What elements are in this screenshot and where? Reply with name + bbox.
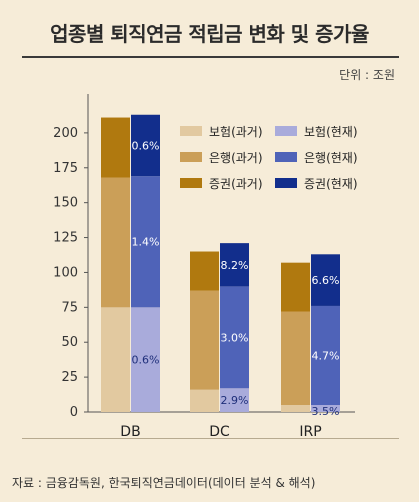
data-label: 0.6% bbox=[132, 139, 160, 152]
x-tick-label: DC bbox=[209, 424, 230, 440]
legend-label: 은행(과거) bbox=[209, 150, 263, 165]
legend-label: 보험(현재) bbox=[304, 125, 358, 139]
bar-segment bbox=[281, 405, 310, 412]
data-label: 3.0% bbox=[221, 331, 249, 344]
legend-label: 증권(현재) bbox=[304, 177, 358, 191]
bar-segment bbox=[281, 311, 310, 406]
chart-title: 업종별 퇴직연금 적립금 변화 및 증가율 bbox=[50, 22, 369, 46]
x-tick-label: DB bbox=[120, 424, 140, 440]
data-label: 3.5% bbox=[312, 405, 340, 418]
y-tick-label: 175 bbox=[53, 161, 78, 176]
bar-segment bbox=[220, 286, 249, 389]
y-tick-label: 25 bbox=[61, 370, 78, 385]
bar-segment bbox=[220, 388, 249, 412]
title-divider bbox=[22, 56, 399, 58]
y-tick-label: 125 bbox=[53, 231, 78, 246]
legend-swatch bbox=[180, 178, 202, 188]
y-tick-label: 200 bbox=[53, 126, 78, 141]
bar-segment bbox=[220, 243, 249, 287]
data-label: 8.2% bbox=[221, 259, 249, 272]
y-tick-label: 150 bbox=[53, 196, 78, 211]
y-tick-label: 50 bbox=[61, 335, 78, 350]
bar-segment bbox=[311, 254, 340, 306]
data-label: 4.7% bbox=[312, 349, 340, 362]
bar-segment bbox=[190, 290, 219, 390]
bar-segment bbox=[101, 177, 130, 308]
bar-segment bbox=[101, 117, 130, 178]
x-tick-label: IRP bbox=[299, 424, 321, 440]
bar-segment bbox=[131, 114, 160, 177]
legend-label: 증권(과거) bbox=[209, 177, 263, 191]
bar-segment bbox=[311, 305, 340, 406]
bar-segment bbox=[190, 251, 219, 291]
y-tick-label: 100 bbox=[53, 265, 78, 280]
legend-swatch bbox=[275, 152, 297, 162]
unit-label: 단위 : 조원 bbox=[339, 68, 395, 82]
data-label: 6.6% bbox=[312, 274, 340, 287]
legend-swatch bbox=[275, 178, 297, 188]
bar-segment bbox=[131, 307, 160, 412]
legend-label: 은행(현재) bbox=[304, 150, 358, 165]
legend-swatch bbox=[180, 126, 202, 136]
legend-swatch bbox=[180, 152, 202, 162]
bar-segment bbox=[281, 262, 310, 312]
bar-segment bbox=[131, 176, 160, 308]
bar-segment bbox=[190, 389, 219, 412]
data-label: 1.4% bbox=[132, 236, 160, 249]
legend-label: 보험(과거) bbox=[209, 125, 263, 139]
bottom-divider bbox=[22, 438, 399, 439]
source-note: 자료 : 금융감독원, 한국퇴직연금데이터(데이터 분석 & 해석) bbox=[12, 476, 316, 490]
data-label: 2.9% bbox=[221, 394, 249, 407]
legend-swatch bbox=[275, 126, 297, 136]
bar-segment bbox=[311, 405, 340, 412]
data-label: 0.6% bbox=[132, 354, 160, 367]
y-tick-label: 75 bbox=[61, 300, 78, 315]
bar-segment bbox=[101, 307, 130, 412]
y-tick-label: 0 bbox=[70, 405, 78, 420]
